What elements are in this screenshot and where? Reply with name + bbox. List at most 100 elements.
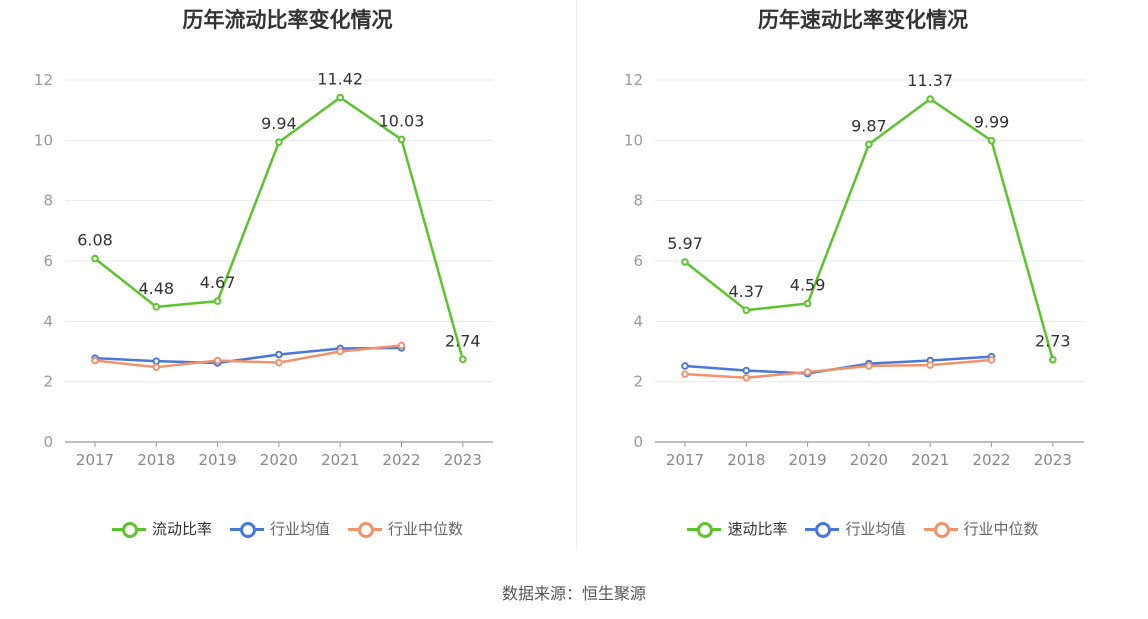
x-tick-label: 2022 (972, 451, 1010, 469)
data-point-ratio (681, 258, 689, 266)
quick-ratio-chart: 历年速动比率变化情况 0 2 4 6 8 10 12 2017 2018 2019 2020 2021… (578, 0, 1148, 560)
legend-label: 行业均值 (845, 520, 906, 538)
data-label: 10.03 (379, 111, 425, 130)
x-tick-label: 2018 (727, 451, 765, 469)
chart-title: 历年速动比率变化情况 (758, 8, 968, 32)
data-label: 2.73 (1035, 332, 1071, 351)
data-label: 9.94 (261, 114, 297, 133)
data-label: 11.37 (907, 71, 953, 90)
data-point-ratio (865, 140, 873, 149)
x-tick-label: 2022 (382, 451, 420, 469)
legend-label: 流动比率 (151, 520, 212, 538)
data-point-median (152, 363, 161, 371)
data-label: 2.74 (445, 331, 481, 350)
chart-legend: 速动比率 行业均值 行业中位数 (578, 518, 1148, 539)
data-point-median (336, 347, 345, 356)
data-point-avg (681, 362, 689, 370)
y-tick-label: 0 (43, 433, 53, 451)
legend-item-avg[interactable]: 行业均值 (229, 518, 330, 539)
data-label: 5.97 (667, 234, 703, 253)
y-tick-label: 2 (633, 373, 643, 391)
data-point-ratio (152, 303, 161, 311)
data-source: 数据来源：恒生聚源 (501, 584, 646, 603)
legend-marker-ratio (111, 521, 146, 538)
series-line-ratio (94, 96, 465, 360)
series-line-avg (94, 346, 402, 365)
legend-item-ratio[interactable]: 速动比率 (687, 518, 787, 539)
data-point-ratio (459, 355, 467, 364)
x-tick-label: 2021 (321, 451, 359, 469)
data-label: 6.08 (77, 231, 113, 250)
data-label: 4.67 (200, 273, 236, 292)
data-point-median (987, 356, 996, 364)
data-point-median (91, 356, 99, 365)
y-tick-label: 12 (624, 71, 643, 89)
chart-plot: 0 2 4 6 8 10 12 2017 2018 2019 2020 2021 2022 2023 6.0… (34, 69, 493, 469)
data-point-ratio (926, 95, 935, 103)
x-tick-label: 2020 (260, 451, 298, 469)
data-label: 9.87 (851, 116, 887, 135)
current-ratio-chart: 历年流动比率变化情况 0 2 4 6 8 10 12 2017 2018 2019 2020 2021… (0, 0, 575, 560)
y-tick-label: 12 (34, 71, 53, 89)
data-point-median (681, 370, 689, 378)
x-tick-label: 2018 (137, 451, 175, 469)
legend-label: 行业均值 (269, 520, 330, 538)
legend-label: 行业中位数 (963, 520, 1039, 538)
y-tick-label: 8 (43, 192, 53, 210)
data-point-ratio (987, 136, 996, 145)
x-tick-label: 2019 (789, 451, 827, 469)
legend-label: 速动比率 (727, 520, 788, 538)
chart-title: 历年流动比率变化情况 (182, 8, 393, 32)
data-point-ratio (336, 93, 345, 102)
data-point-median (742, 373, 751, 382)
data-label: 4.37 (728, 282, 764, 301)
data-point-median (213, 356, 222, 365)
data-label: 4.48 (138, 279, 174, 298)
x-tick-label: 2017 (76, 451, 114, 469)
data-point-ratio (742, 306, 751, 314)
y-tick-label: 2 (43, 373, 53, 391)
data-point-ratio (803, 299, 812, 308)
legend-item-median[interactable]: 行业中位数 (923, 518, 1039, 539)
data-label: 4.59 (790, 276, 826, 295)
panel-divider (576, 0, 577, 550)
data-point-ratio (91, 254, 99, 263)
series-line-median (684, 358, 992, 379)
legend-label: 行业中位数 (388, 520, 464, 538)
chart-plot: 0 2 4 6 8 10 12 2017 2018 2019 2020 2021 2022 2023 5.9… (624, 71, 1084, 469)
data-point-median (865, 362, 873, 370)
y-tick-label: 6 (633, 252, 643, 270)
legend-item-avg[interactable]: 行业均值 (805, 518, 906, 539)
data-point-ratio (213, 297, 222, 305)
y-tick-label: 8 (633, 192, 643, 210)
legend-marker-avg (229, 521, 264, 538)
series-line-ratio (684, 97, 1055, 360)
x-tick-label: 2019 (199, 451, 237, 469)
data-point-avg (152, 357, 161, 365)
data-point-avg (275, 350, 283, 359)
legend-marker-median (348, 521, 382, 538)
data-point-median (926, 361, 935, 369)
x-tick-label: 2023 (1034, 451, 1072, 469)
chart-legend: 流动比率 行业均值 行业中位数 (0, 518, 575, 539)
x-tick-label: 2021 (911, 451, 949, 469)
legend-marker-avg (805, 521, 840, 538)
data-point-ratio (275, 138, 283, 146)
legend-marker-ratio (687, 521, 722, 538)
y-tick-label: 10 (34, 131, 53, 149)
data-label: 9.99 (974, 113, 1010, 132)
data-point-median (275, 358, 283, 367)
data-point-ratio (397, 135, 406, 144)
x-tick-label: 2017 (666, 451, 704, 469)
y-tick-label: 4 (43, 312, 53, 330)
y-tick-label: 10 (624, 131, 643, 149)
x-tick-label: 2020 (850, 451, 888, 469)
x-tick-label: 2023 (444, 451, 482, 469)
y-tick-label: 0 (633, 433, 643, 451)
y-tick-label: 6 (43, 252, 53, 270)
data-label: 11.42 (317, 69, 363, 88)
legend-item-median[interactable]: 行业中位数 (348, 518, 463, 539)
data-point-median (803, 368, 812, 376)
data-point-ratio (1049, 355, 1057, 364)
legend-item-ratio[interactable]: 流动比率 (111, 518, 212, 539)
